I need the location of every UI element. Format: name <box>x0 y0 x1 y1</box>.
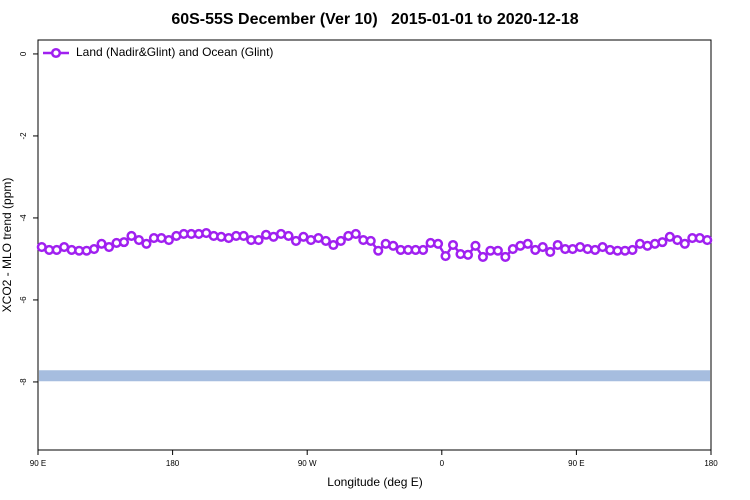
data-point <box>335 235 346 246</box>
y-tick-label: -4 <box>19 214 28 222</box>
data-point <box>320 235 331 246</box>
data-point <box>89 244 100 255</box>
y-tick-label: 0 <box>19 51 28 56</box>
data-point <box>657 237 668 248</box>
data-point <box>537 242 548 253</box>
data-point <box>283 230 294 242</box>
data-point <box>238 230 249 242</box>
data-point <box>350 228 361 239</box>
data-point <box>702 235 713 246</box>
x-tick-label: 90 W <box>298 459 317 468</box>
data-point <box>418 244 429 255</box>
x-tick-label: 180 <box>704 459 718 468</box>
y-axis-label: XCO2 - MLO trend (ppm) <box>0 178 14 313</box>
data-point <box>253 235 264 246</box>
data-point <box>103 242 115 253</box>
x-axis-label: Longitude (deg E) <box>327 475 422 489</box>
y-tick-label: -6 <box>19 296 28 304</box>
data-point <box>141 238 152 249</box>
data-point <box>545 246 556 258</box>
x-tick-label: 0 <box>440 459 445 468</box>
data-point <box>133 235 144 246</box>
data-point <box>118 237 130 248</box>
data-point <box>627 244 638 255</box>
legend-marker <box>50 47 62 59</box>
chart-title: 60S-55S December (Ver 10) 2015-01-01 to … <box>171 11 578 28</box>
data-point <box>679 238 690 249</box>
data-point <box>433 238 444 249</box>
data-point <box>552 239 563 251</box>
data-point <box>126 230 137 242</box>
data-point <box>447 239 459 251</box>
data-point <box>477 251 488 262</box>
y-tick-label: -2 <box>19 132 28 140</box>
data-point <box>290 235 302 246</box>
data-point <box>365 235 376 246</box>
data-point <box>492 245 503 256</box>
data-point <box>373 245 384 256</box>
data-point <box>388 240 399 251</box>
data-point <box>163 235 174 246</box>
x-tick-label: 90 E <box>568 459 584 468</box>
data-point <box>462 249 474 260</box>
x-tick-label: 180 <box>166 459 180 468</box>
data-point <box>440 251 451 262</box>
data-point <box>522 238 533 249</box>
data-point <box>470 240 481 251</box>
data-point <box>672 235 683 246</box>
data-point <box>500 251 511 262</box>
y-tick-label: -8 <box>19 378 28 386</box>
x-tick-label: 90 E <box>30 459 46 468</box>
legend-label: Land (Nadir&Glint) and Ocean (Glint) <box>76 45 273 59</box>
data-point <box>328 239 339 251</box>
